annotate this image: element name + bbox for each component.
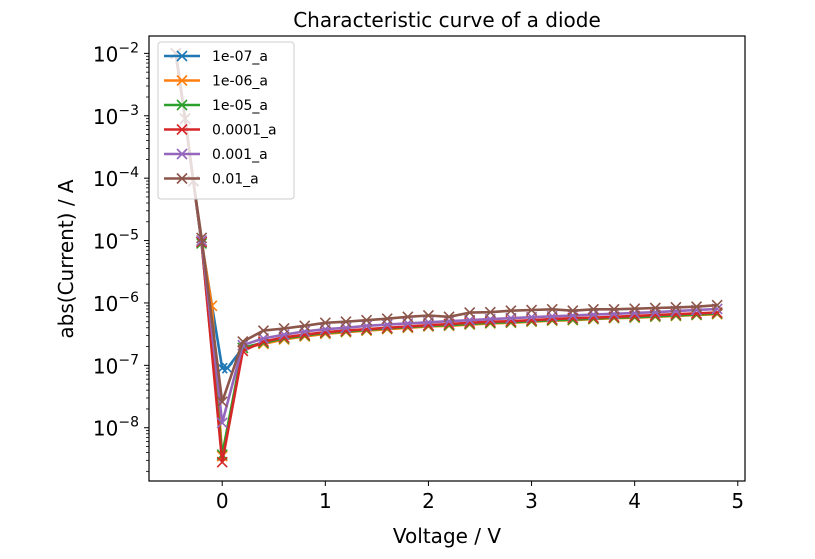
x-tick-label: 3 <box>525 489 538 513</box>
data-point <box>567 309 579 322</box>
data-point <box>608 303 620 315</box>
legend-marker <box>176 123 188 136</box>
legend-marker <box>176 99 188 111</box>
y-axis: 10−8 10−7 10−6 10−5 10−4 10−3 10−2 <box>93 40 149 472</box>
y-tick-label: 10−7 <box>93 352 139 378</box>
legend-label: 0.0001_a <box>212 123 277 139</box>
data-point <box>216 417 228 429</box>
y-tick-label: 10−3 <box>93 103 139 129</box>
data-point <box>567 305 579 317</box>
legend-label: 1e-07_a <box>212 49 268 65</box>
data-point <box>649 302 661 314</box>
legend-item: 1e-07_a <box>164 49 268 65</box>
legend-marker <box>176 148 188 160</box>
data-point <box>587 303 599 315</box>
data-point <box>505 305 517 317</box>
x-tick-label: 1 <box>319 489 332 513</box>
x-axis: 0 1 2 3 4 5 <box>216 481 744 513</box>
legend-marker <box>176 74 188 87</box>
x-tick-label: 5 <box>731 489 744 513</box>
data-point <box>546 303 558 315</box>
data-point <box>216 396 228 408</box>
legend-item: 1e-06_a <box>164 74 268 90</box>
y-tick-label: 10−2 <box>93 40 139 66</box>
legend-label: 0.001_a <box>212 147 268 163</box>
data-point <box>216 456 228 468</box>
x-tick-label: 2 <box>422 489 435 513</box>
data-point <box>422 309 435 322</box>
data-point <box>525 304 538 316</box>
legend-marker <box>176 172 188 185</box>
series-0.0001_a <box>170 47 723 468</box>
data-point <box>402 311 414 323</box>
data-point <box>278 322 290 335</box>
y-tick-label: 10−5 <box>93 228 139 254</box>
legend-item: 0.0001_a <box>164 123 277 139</box>
data-point <box>196 232 208 244</box>
data-point <box>484 306 496 318</box>
legend-item: 0.01_a <box>164 172 259 188</box>
data-point <box>257 325 270 337</box>
data-point <box>670 301 682 313</box>
data-point <box>464 307 476 319</box>
legend-label: 1e-05_a <box>212 98 268 114</box>
x-axis-label: Voltage / V <box>393 524 501 548</box>
y-tick-label: 10−8 <box>93 415 139 441</box>
legend: 1e-07_a 1e-06_a 1e-05_a 0.0001_a 0.001_a 0.01… <box>157 41 295 200</box>
legend-label: 1e-06_a <box>212 74 268 90</box>
data-point <box>629 303 641 315</box>
legend-marker <box>176 50 188 62</box>
data-point <box>340 316 352 328</box>
legend-item: 0.001_a <box>164 147 268 163</box>
plot-frame <box>148 35 746 482</box>
y-tick-label: 10−4 <box>93 165 139 191</box>
legend-item: 1e-05_a <box>164 98 268 114</box>
x-tick-label: 0 <box>216 489 229 513</box>
data-point <box>711 299 723 311</box>
series-layer <box>170 47 723 468</box>
x-tick-label: 4 <box>628 489 641 513</box>
data-point <box>319 317 331 329</box>
data-point <box>237 336 249 348</box>
data-point <box>381 313 393 325</box>
data-point <box>299 320 311 332</box>
data-point <box>690 301 703 313</box>
y-tick-label: 10−6 <box>93 290 139 316</box>
chart-title: Characteristic curve of a diode <box>293 8 601 32</box>
data-point <box>443 311 455 323</box>
y-axis-label: abs(Current) / A <box>54 179 78 339</box>
data-point <box>221 362 233 374</box>
legend-label: 0.01_a <box>212 172 259 188</box>
data-point <box>361 314 373 326</box>
data-point <box>587 309 599 321</box>
